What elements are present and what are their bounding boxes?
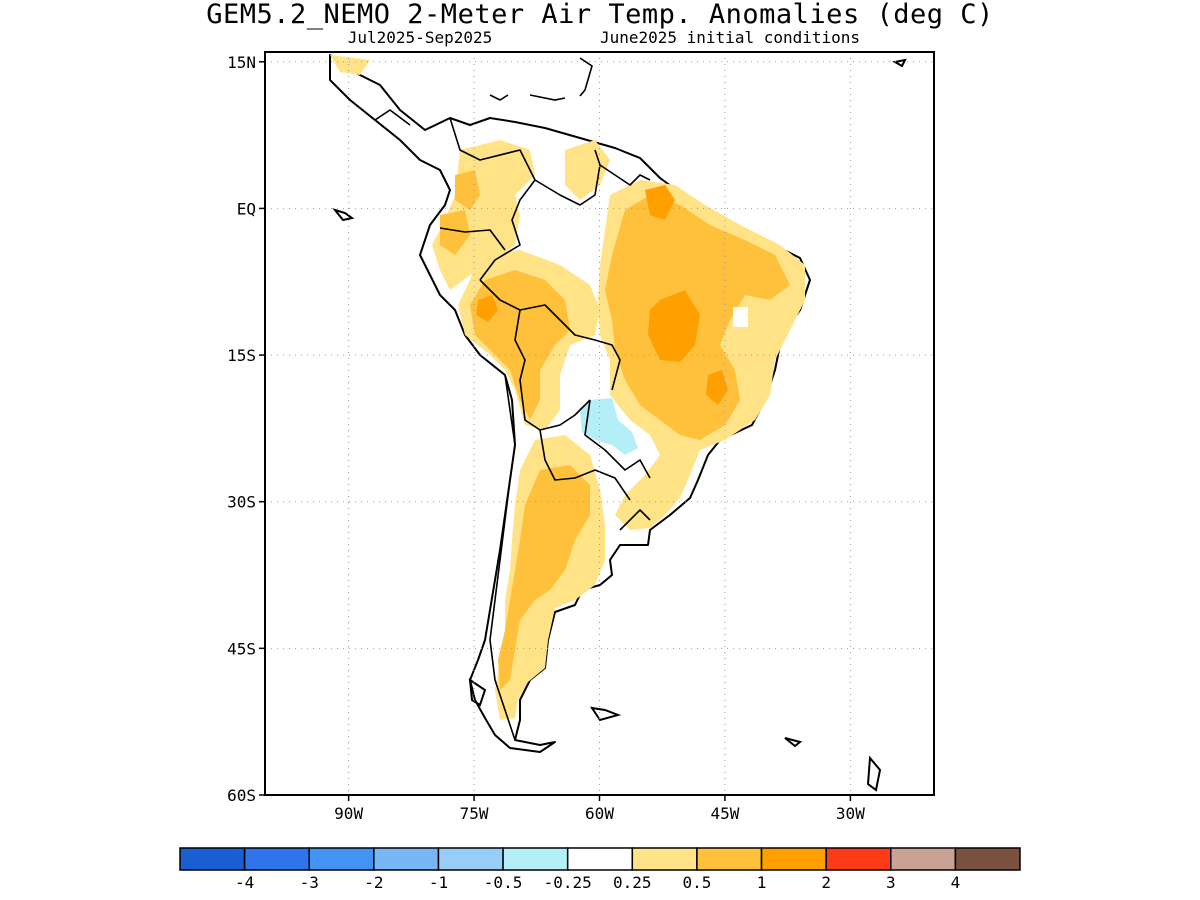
anomaly-region: [440, 210, 470, 255]
lat-tick-label: 15N: [227, 53, 256, 72]
colorbar-label: 0.5: [682, 873, 711, 892]
colorbar-label: 1: [757, 873, 767, 892]
colorbar-swatch: [437, 847, 504, 871]
colorbar-swatch: [179, 847, 246, 871]
anomaly-region: [330, 55, 370, 75]
colorbar-swatch: [243, 847, 310, 871]
lon-tick-label: 75W: [460, 804, 489, 823]
anomaly-region: [648, 290, 700, 362]
lon-tick-label: 60W: [585, 804, 614, 823]
colorbar-label: -0.25: [544, 873, 592, 892]
lat-tick-label: 15S: [227, 346, 256, 365]
lon-tick-label: 45W: [710, 804, 739, 823]
forecast-period: Jul2025-Sep2025: [347, 28, 493, 47]
colorbar-swatch: [373, 847, 440, 871]
country-borders: [374, 109, 651, 741]
map-area: [265, 52, 934, 795]
colorbar-swatch: [825, 847, 892, 871]
colorbar-label: 3: [886, 873, 896, 892]
lat-tick-label: 45S: [227, 639, 256, 658]
colorbar-swatch: [502, 847, 569, 871]
anomaly-region: [645, 185, 675, 220]
colorbar-swatch: [631, 847, 698, 871]
colorbar-label: -2: [364, 873, 383, 892]
anomaly-region: [455, 170, 480, 210]
colorbar: -4 -3 -2 -1 -0.5 -0.25 0.25 0.5 1 2 3 4: [179, 847, 1021, 892]
chart-title: GEM5.2_NEMO 2-Meter Air Temp. Anomalies …: [206, 0, 994, 30]
colorbar-label: -4: [235, 873, 254, 892]
colorbar-label: -1: [429, 873, 448, 892]
lat-tick-label: 30S: [227, 493, 256, 512]
colorbar-label: 2: [821, 873, 831, 892]
anomaly-region: [476, 295, 498, 322]
lon-tick-label: 30W: [836, 804, 865, 823]
islands: [332, 58, 907, 792]
colorbar-label: -0.5: [484, 873, 523, 892]
colorbar-swatch: [308, 847, 375, 871]
anomaly-region: [565, 140, 610, 200]
colorbar-label: -3: [300, 873, 319, 892]
longitude-axis: 90W 75W 60W 45W 30W: [334, 795, 865, 823]
colorbar-label: 0.25: [613, 873, 652, 892]
initial-conditions: June2025 initial conditions: [599, 28, 861, 47]
lat-tick-label: EQ: [237, 199, 256, 218]
anomaly-region: [706, 370, 728, 405]
colorbar-label: 4: [951, 873, 961, 892]
colorbar-swatch: [566, 847, 634, 871]
anomaly-shading: [330, 55, 805, 720]
colorbar-swatch: [696, 847, 763, 871]
colorbar-swatch: [954, 847, 1021, 871]
caribbean-coast: [489, 57, 593, 101]
colorbar-swatch: [890, 847, 957, 871]
latitude-axis: 15N EQ 15S 30S 45S 60S: [227, 53, 265, 805]
anomaly-region: [498, 465, 590, 690]
lon-tick-label: 90W: [334, 804, 363, 823]
lat-tick-label: 60S: [227, 786, 256, 805]
colorbar-swatch: [760, 847, 827, 871]
anomaly-region: [733, 307, 748, 327]
anomaly-region: [580, 398, 638, 455]
